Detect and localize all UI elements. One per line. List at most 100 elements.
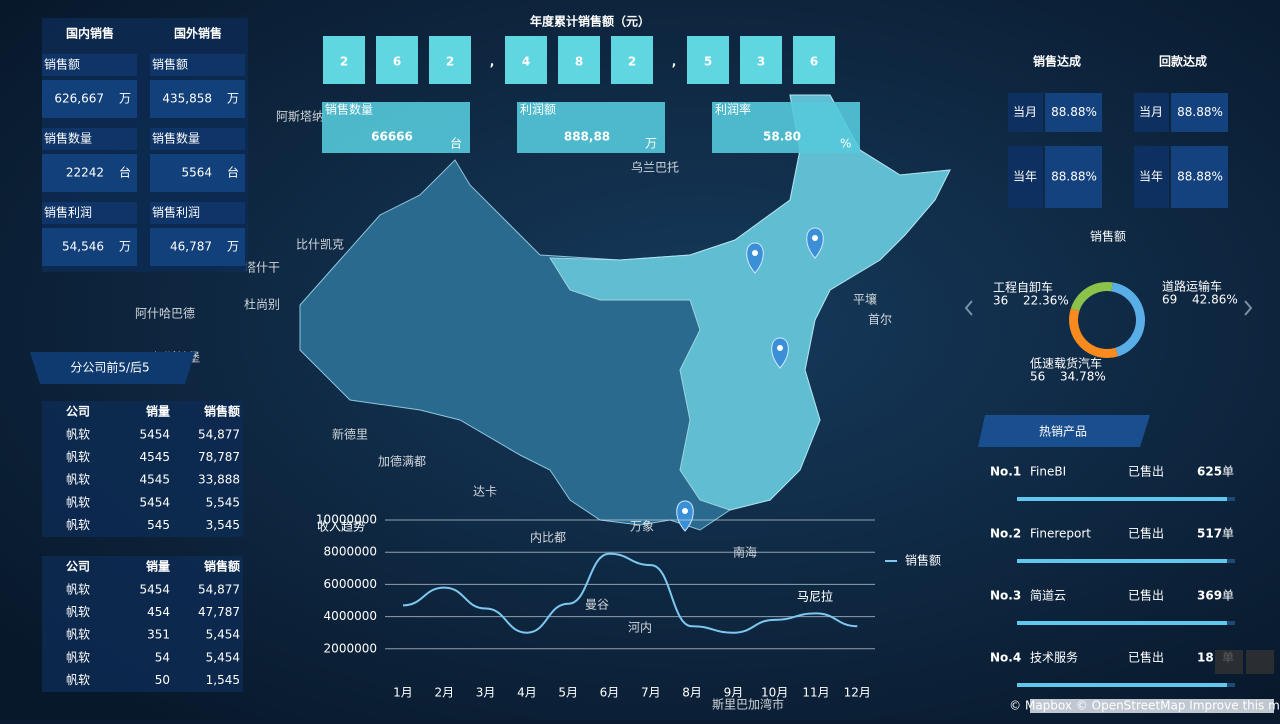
cell-label-bg <box>42 202 137 224</box>
product-count: 625 <box>1197 465 1222 479</box>
table-title: 分公司前5/后5 <box>70 360 149 375</box>
kpi-value: 66666 <box>371 130 413 144</box>
table-cell: 54,877 <box>198 428 240 442</box>
arrow-left <box>964 300 973 316</box>
cell-value-bg <box>150 154 245 192</box>
ach-value-bg <box>1171 146 1228 208</box>
digit-box <box>611 36 653 84</box>
table-cell: 5454 <box>139 428 170 442</box>
kpi-label: 利润额 <box>520 103 556 117</box>
kpi-box <box>322 102 470 153</box>
table-header: 销量 <box>146 559 170 574</box>
x-tick-label: 12月 <box>844 686 871 700</box>
map-label: 斯里巴加湾市 <box>712 697 784 712</box>
map-pin <box>771 337 789 369</box>
ach-value: 88.88% <box>1051 170 1097 184</box>
donut-category: 低速载货汽车 <box>1030 356 1102 371</box>
map-label: 达卡 <box>473 485 497 499</box>
digit-box <box>429 36 471 84</box>
table-cell: 5,454 <box>206 650 240 664</box>
kpi-value: 888,88 <box>564 130 610 144</box>
donut-segment <box>1069 308 1119 358</box>
y-tick-label: 8000000 <box>324 545 377 559</box>
progress-fill <box>1017 497 1227 501</box>
table-cell: 帆软 <box>66 582 90 597</box>
map-pin <box>806 227 824 259</box>
y-tick-label: 4000000 <box>324 609 377 623</box>
x-tick-label: 10月 <box>761 686 788 700</box>
digit: 5 <box>704 55 712 69</box>
table-cell: 帆软 <box>66 427 90 442</box>
table-bg <box>42 401 243 537</box>
cell-value: 22242 <box>66 166 104 180</box>
cell-value-bg <box>42 154 137 192</box>
map-label: 阿什哈巴德 <box>135 306 195 321</box>
ach-label-bg <box>1134 93 1169 132</box>
digit-box <box>505 36 547 84</box>
digit: 6 <box>810 55 818 69</box>
kpi-unit: 万 <box>645 137 657 151</box>
product-rank: No.2 <box>990 527 1021 541</box>
y-tick-label: 10000000 <box>316 513 377 527</box>
cell-unit: 万 <box>119 92 131 106</box>
table-cell: 4545 <box>139 450 170 464</box>
cell-label: 销售数量 <box>152 131 200 146</box>
ach-label-bg <box>1008 93 1043 132</box>
attribution: © Mapbox © OpenStreetMap Improve this ma… <box>1009 699 1280 713</box>
digit: 3 <box>757 55 765 69</box>
digit: 2 <box>340 55 348 69</box>
kpi-label: 销售数量 <box>325 102 373 117</box>
sold-label: 已售出 <box>1128 464 1164 479</box>
hot-title: 热销产品 <box>1039 425 1087 439</box>
x-tick-label: 5月 <box>558 686 578 700</box>
digit-box <box>740 36 782 84</box>
table-cell: 4545 <box>139 473 170 487</box>
table-cell: 帆软 <box>66 627 90 642</box>
donut-value: 69 <box>1162 293 1177 307</box>
arrow-right <box>1244 300 1253 316</box>
trend-line <box>402 552 858 634</box>
product-unit: 单 <box>1222 527 1234 541</box>
table-bg <box>42 556 243 692</box>
map-label: 塔什干 <box>244 261 280 275</box>
x-tick-label: 9月 <box>724 686 744 700</box>
table-cell: 帆软 <box>66 649 90 664</box>
ach-label: 当年 <box>1013 170 1037 184</box>
table-header: 销售额 <box>204 404 240 419</box>
legend-label: 销售额 <box>905 553 941 568</box>
cell-unit: 万 <box>227 240 239 254</box>
cell-value-bg <box>150 80 245 118</box>
table-cell: 50 <box>155 673 170 687</box>
x-tick-label: 11月 <box>802 686 829 700</box>
digit-box <box>376 36 418 84</box>
map-label: 首尔 <box>868 312 892 327</box>
cell-label: 销售数量 <box>44 131 92 146</box>
table-cell: 3,545 <box>206 518 240 532</box>
product-rank: No.3 <box>990 589 1021 603</box>
product-count: 517 <box>1197 527 1222 541</box>
digit-separator: , <box>490 55 495 69</box>
donut-segment <box>1070 282 1113 311</box>
cell-label-bg <box>150 54 245 76</box>
product-unit: 单 <box>1222 465 1234 479</box>
digit-box <box>558 36 600 84</box>
x-tick-label: 8月 <box>682 686 702 700</box>
digit-separator: , <box>672 55 677 69</box>
y-tick-label: 6000000 <box>324 577 377 591</box>
table-cell: 545 <box>147 518 170 532</box>
cell-unit: 万 <box>119 240 131 254</box>
cell-value: 5564 <box>181 166 212 180</box>
ach-value-bg <box>1045 146 1102 208</box>
sold-label: 已售出 <box>1128 526 1164 541</box>
table-cell: 帆软 <box>66 472 90 487</box>
cell-value: 46,787 <box>170 240 212 254</box>
map-pin-dot <box>752 250 758 256</box>
cell-unit: 台 <box>119 165 131 180</box>
table-cell: 47,787 <box>198 605 240 619</box>
product-name: 简道云 <box>1030 589 1066 603</box>
panel-header: 国外销售 <box>174 26 222 41</box>
ach-value: 88.88% <box>1177 170 1223 184</box>
sold-label: 已售出 <box>1128 650 1164 665</box>
product-count: 18 <box>1197 651 1214 665</box>
